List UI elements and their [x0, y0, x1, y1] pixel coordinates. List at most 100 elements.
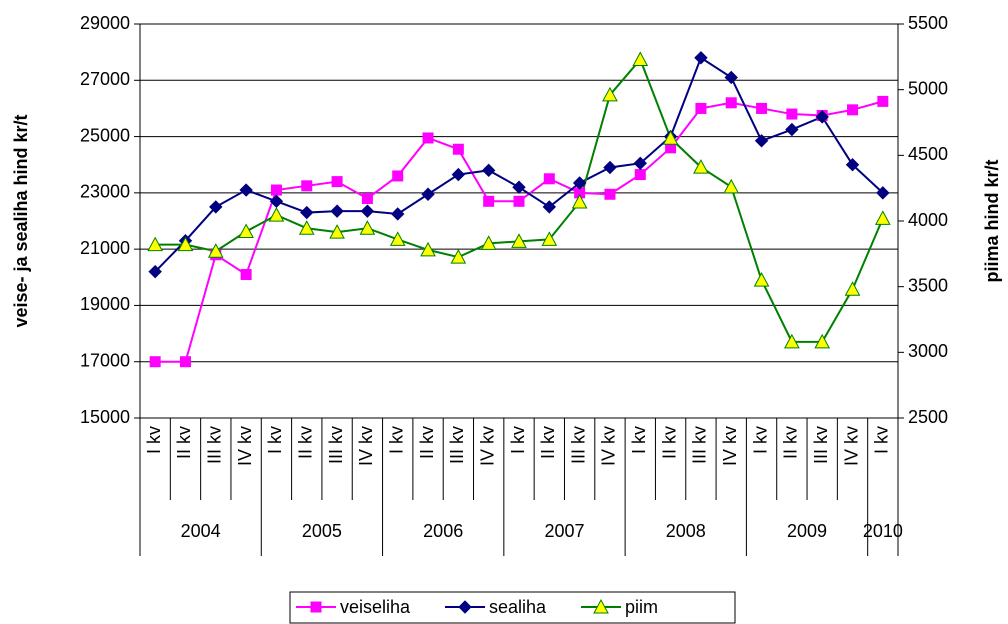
marker — [148, 264, 162, 279]
marker — [240, 268, 252, 280]
marker — [756, 102, 768, 114]
marker — [693, 159, 709, 174]
marker — [207, 243, 224, 258]
legend-label: piim — [625, 597, 658, 617]
x-tick-label: III kv — [690, 426, 710, 464]
marker — [361, 192, 373, 204]
x-tick-label: I kv — [872, 426, 892, 454]
marker — [604, 188, 616, 200]
x-tick-label: IV kv — [720, 426, 740, 466]
x-tick-label: IV kv — [599, 426, 619, 466]
marker — [330, 204, 344, 218]
marker — [298, 220, 315, 235]
x-tick-label: I kv — [629, 426, 649, 454]
y2-tick-label: 2500 — [908, 407, 948, 427]
marker — [603, 160, 617, 175]
marker — [876, 186, 890, 200]
marker — [179, 356, 191, 368]
marker — [542, 200, 557, 214]
marker — [602, 86, 618, 102]
x-tick-label: III kv — [811, 426, 831, 464]
marker — [634, 169, 646, 181]
y2-tick-label: 3500 — [908, 275, 948, 295]
marker — [270, 184, 282, 196]
marker — [753, 272, 770, 287]
x-tick-label: I kv — [265, 426, 285, 454]
marker — [847, 104, 859, 116]
marker — [483, 195, 495, 207]
x-tick-label: IV kv — [841, 426, 861, 466]
marker — [725, 97, 737, 109]
x-tick-label: III kv — [205, 426, 225, 464]
marker — [784, 333, 800, 349]
marker — [149, 356, 161, 368]
marker — [269, 194, 284, 209]
y-tick-label: 25000 — [80, 125, 130, 145]
y-tick-label: 19000 — [80, 294, 130, 314]
x-tick-label: III kv — [326, 426, 346, 464]
marker — [877, 95, 889, 107]
marker — [329, 224, 345, 239]
y-tick-label: 15000 — [80, 407, 130, 427]
marker — [662, 130, 679, 145]
group-label: 2004 — [181, 521, 221, 541]
marker — [359, 220, 376, 235]
marker — [512, 180, 526, 194]
marker — [391, 207, 405, 221]
marker — [239, 183, 253, 197]
marker — [300, 205, 314, 220]
marker — [420, 241, 436, 257]
x-tick-label: I kv — [386, 426, 406, 454]
y2-tick-label: 3000 — [908, 341, 948, 361]
marker — [593, 598, 609, 614]
marker — [177, 236, 194, 252]
group-label: 2005 — [302, 521, 342, 541]
marker — [694, 51, 708, 65]
marker — [786, 108, 798, 120]
marker — [209, 200, 223, 214]
y2-axis-title: piima hind kr/t — [982, 159, 1002, 282]
group-label: 2010 — [863, 521, 903, 541]
marker — [310, 601, 322, 613]
legend-label: veiseliha — [340, 597, 411, 617]
marker — [450, 249, 467, 264]
marker — [238, 223, 254, 239]
marker — [754, 134, 769, 148]
x-tick-label: I kv — [750, 426, 770, 454]
marker — [815, 110, 829, 124]
marker — [632, 51, 649, 66]
marker — [513, 195, 525, 207]
marker — [633, 156, 647, 171]
group-label: 2006 — [423, 521, 463, 541]
marker — [723, 178, 740, 194]
marker — [301, 180, 313, 192]
marker — [844, 281, 861, 296]
x-tick-label: II kv — [781, 426, 801, 459]
y-tick-label: 29000 — [80, 13, 130, 33]
x-tick-label: IV kv — [235, 426, 255, 466]
y2-tick-label: 5000 — [908, 78, 948, 98]
marker — [814, 333, 831, 349]
marker — [695, 102, 707, 114]
marker — [451, 167, 466, 182]
x-tick-label: II kv — [659, 426, 679, 459]
x-tick-label: IV kv — [356, 426, 376, 466]
marker — [458, 600, 472, 614]
group-label: 2008 — [666, 521, 706, 541]
marker — [389, 231, 406, 246]
marker — [875, 210, 891, 225]
marker — [785, 122, 799, 137]
legend-box — [289, 591, 736, 624]
y-tick-label: 21000 — [80, 238, 130, 258]
marker — [571, 193, 588, 209]
x-tick-label: III kv — [568, 426, 588, 464]
marker — [845, 158, 860, 172]
marker — [724, 70, 738, 85]
y2-tick-label: 4500 — [908, 144, 948, 164]
marker — [392, 170, 404, 182]
y-tick-label: 23000 — [80, 182, 130, 202]
marker — [331, 176, 343, 188]
marker — [572, 176, 587, 190]
group-label: 2009 — [787, 521, 827, 541]
